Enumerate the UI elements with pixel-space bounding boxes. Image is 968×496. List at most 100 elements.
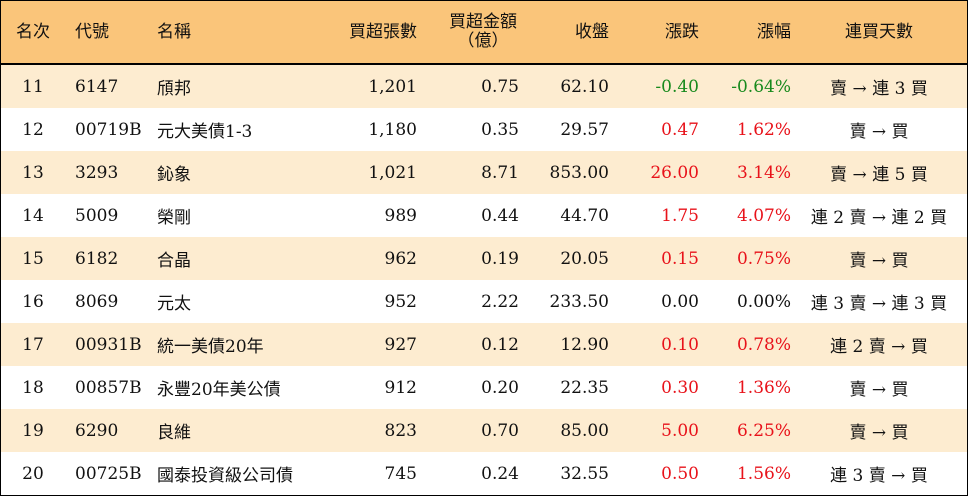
cell-amount: 8.71 [481,162,519,183]
table-header: 名次 代號 名稱 買超張數 買超金額 （億） 收盤 漲跌 漲幅 連買天數 [1,1,967,65]
cell-close: 20.05 [560,248,609,269]
cell-code: 5009 [75,205,119,226]
header-amount: 買超金額 （億） [417,1,519,63]
table-row: 11 6147 頎邦 1,201 0.75 62.10 -0.40 -0.64% 賣 → 連 3… [1,65,967,108]
cell-code: 8069 [75,291,119,312]
table-row: 16 8069 元太 952 2.22 233.50 0.00 0.00% 連 3 賣 → 連 … [1,280,967,323]
cell-pct: 3.14% [736,162,791,183]
cell-name: 榮剛 [157,208,191,228]
cell-streak: 賣 → 買 [849,122,909,142]
cell-rank: 13 [22,162,44,183]
cell-change: 1.75 [661,205,699,226]
cell-net-buy: 745 [384,463,417,484]
cell-pct: 0.78% [736,334,791,355]
cell-close: 32.55 [560,463,609,484]
cell-close: 12.90 [560,334,609,355]
cell-name: 良維 [157,423,191,443]
cell-change: 0.00 [661,291,699,312]
cell-code: 6182 [75,248,119,269]
cell-change: -0.40 [655,76,699,97]
cell-change: 5.00 [661,420,699,441]
cell-rank: 18 [22,377,44,398]
header-close: 收盤 [575,21,609,42]
cell-pct: 1.56% [736,463,791,484]
cell-change: 0.30 [661,377,699,398]
cell-rank: 11 [22,76,44,97]
cell-net-buy: 823 [384,420,417,441]
cell-pct: 1.62% [736,119,791,140]
cell-rank: 20 [22,463,44,484]
cell-streak: 賣 → 買 [849,380,909,400]
cell-streak: 賣 → 買 [849,251,909,271]
cell-streak: 連 2 賣 → 買 [830,337,928,357]
table-row: 12 00719B 元大美債1-3 1,180 0.35 29.57 0.47 1.62% 賣 … [1,108,967,151]
cell-streak: 賣 → 連 5 買 [830,165,928,185]
cell-amount: 0.70 [481,420,519,441]
cell-net-buy: 1,021 [368,162,417,183]
header-amount-line2: （億） [457,31,509,51]
cell-amount: 2.22 [481,291,519,312]
cell-code: 6147 [75,76,119,97]
cell-close: 62.10 [560,76,609,97]
cell-code: 3293 [75,162,119,183]
header-code: 代號 [75,21,109,42]
header-pct: 漲幅 [757,21,791,42]
cell-pct: -0.64% [731,76,791,97]
cell-amount: 0.20 [481,377,519,398]
cell-streak: 賣 → 買 [849,423,909,443]
cell-rank: 17 [22,334,44,355]
cell-amount: 0.24 [481,463,519,484]
cell-pct: 4.07% [736,205,791,226]
cell-name: 統一美債20年 [157,337,264,357]
table-row: 19 6290 良維 823 0.70 85.00 5.00 6.25% 賣 → 買 [1,409,967,452]
cell-close: 853.00 [549,162,609,183]
cell-name: 頎邦 [157,79,191,99]
table-body: 11 6147 頎邦 1,201 0.75 62.10 -0.40 -0.64% 賣 → 連 3… [1,65,967,495]
cell-rank: 15 [22,248,44,269]
cell-change: 0.10 [661,334,699,355]
cell-name: 合晶 [157,251,191,271]
cell-amount: 0.44 [481,205,519,226]
cell-change: 0.15 [661,248,699,269]
cell-name: 元大美債1-3 [157,122,253,142]
cell-net-buy: 989 [384,205,417,226]
cell-net-buy: 912 [384,377,417,398]
cell-close: 22.35 [560,377,609,398]
cell-close: 44.70 [560,205,609,226]
cell-rank: 12 [22,119,44,140]
cell-net-buy: 962 [384,248,417,269]
cell-amount: 0.19 [481,248,519,269]
table-row: 17 00931B 統一美債20年 927 0.12 12.90 0.10 0.78% 連 2 … [1,323,967,366]
cell-change: 0.47 [661,119,699,140]
table-row: 20 00725B 國泰投資級公司債 745 0.24 32.55 0.50 1.56% 連 3… [1,452,967,495]
cell-net-buy: 952 [384,291,417,312]
header-rank: 名次 [16,21,50,42]
cell-net-buy: 927 [384,334,417,355]
header-streak: 連買天數 [845,21,913,42]
cell-name: 永豐20年美公債 [157,380,281,400]
cell-name: 鈊象 [157,165,191,185]
cell-pct: 0.75% [736,248,791,269]
cell-pct: 1.36% [736,377,791,398]
cell-streak: 連 3 賣 → 連 3 買 [810,294,948,314]
cell-streak: 連 3 賣 → 買 [830,466,928,486]
cell-pct: 0.00% [736,291,791,312]
table-row: 18 00857B 永豐20年美公債 912 0.20 22.35 0.30 1.36% 賣 →… [1,366,967,409]
cell-close: 29.57 [560,119,609,140]
cell-amount: 0.12 [481,334,519,355]
table-row: 13 3293 鈊象 1,021 8.71 853.00 26.00 3.14% 賣 → 連 5… [1,151,967,194]
table-row: 14 5009 榮剛 989 0.44 44.70 1.75 4.07% 連 2 賣 → 連 2… [1,194,967,237]
cell-pct: 6.25% [736,420,791,441]
cell-name: 國泰投資級公司債 [157,466,293,486]
cell-code: 6290 [75,420,119,441]
cell-code: 00719B [75,119,142,140]
cell-amount: 0.75 [481,76,519,97]
cell-rank: 14 [22,205,44,226]
cell-change: 26.00 [650,162,699,183]
cell-streak: 賣 → 連 3 買 [830,79,928,99]
cell-rank: 16 [22,291,44,312]
cell-code: 00931B [75,334,142,355]
cell-net-buy: 1,201 [368,76,417,97]
cell-amount: 0.35 [481,119,519,140]
